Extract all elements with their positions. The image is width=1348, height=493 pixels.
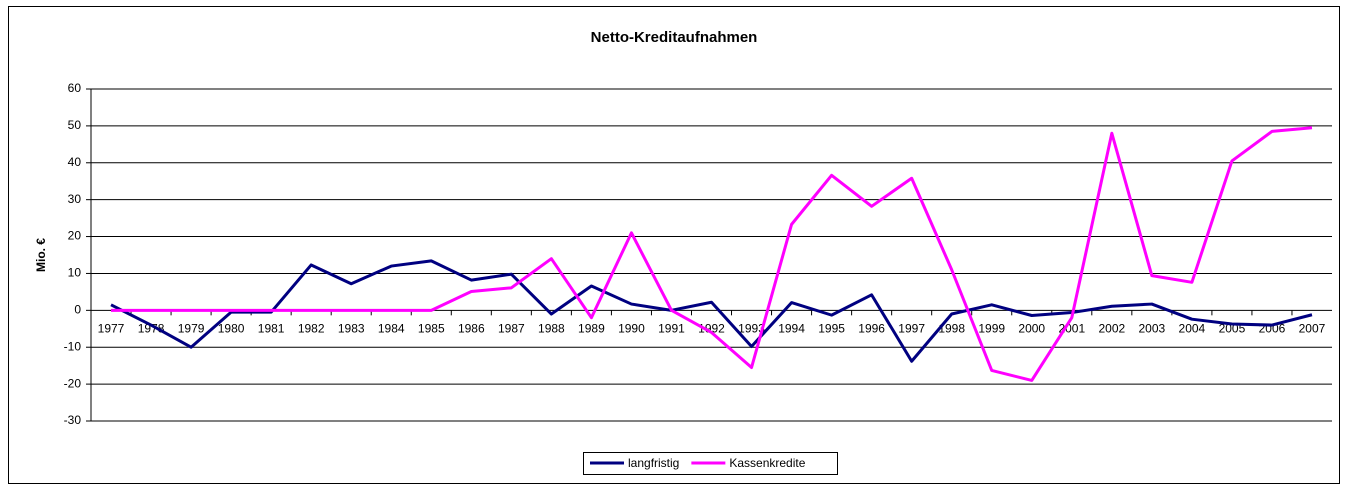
x-tick-label: 2001 — [1058, 322, 1085, 336]
y-axis-title: Mio. € — [34, 238, 48, 272]
x-tick-label: 1991 — [658, 322, 685, 336]
y-tick-label: -20 — [64, 376, 82, 390]
x-tick-label: 1980 — [218, 322, 245, 336]
x-tick-label: 1977 — [98, 322, 125, 336]
x-tick-label: 1981 — [258, 322, 285, 336]
x-tick-label: 1990 — [618, 322, 645, 336]
x-tick-label: 1988 — [538, 322, 565, 336]
x-tick-label: 1983 — [338, 322, 365, 336]
x-tick-label: 1982 — [298, 322, 325, 336]
x-tick-label: 1998 — [938, 322, 965, 336]
y-tick-label: 40 — [68, 155, 82, 169]
x-tick-label: 1994 — [778, 322, 805, 336]
y-tick-label: 30 — [68, 192, 82, 206]
y-tick-label: 60 — [68, 81, 82, 95]
x-tick-label: 2002 — [1098, 322, 1125, 336]
y-tick-label: 20 — [68, 229, 82, 243]
x-tick-label: 1979 — [178, 322, 205, 336]
x-tick-label: 1989 — [578, 322, 605, 336]
y-tick-label: 0 — [74, 303, 81, 317]
x-tick-label: 1995 — [818, 322, 845, 336]
y-tick-label: -30 — [64, 413, 82, 427]
x-tick-label: 2007 — [1299, 322, 1326, 336]
x-tick-label: 1978 — [138, 322, 165, 336]
x-tick-label: 1987 — [498, 322, 525, 336]
x-tick-label: 2004 — [1179, 322, 1206, 336]
x-tick-label: 1999 — [978, 322, 1005, 336]
y-tick-label: -10 — [64, 339, 82, 353]
legend-label: langfristig — [628, 456, 679, 470]
x-tick-label: 1986 — [458, 322, 485, 336]
chart-title: Netto-Kreditaufnahmen — [591, 29, 758, 46]
x-tick-label: 2000 — [1018, 322, 1045, 336]
y-tick-label: 50 — [68, 118, 82, 132]
x-tick-label: 1996 — [858, 322, 885, 336]
x-tick-label: 1992 — [698, 322, 725, 336]
x-tick-label: 1997 — [898, 322, 925, 336]
legend-label: Kassenkredite — [729, 456, 805, 470]
x-tick-label: 1993 — [738, 322, 765, 336]
x-tick-label: 2003 — [1139, 322, 1166, 336]
series-line — [110, 259, 1313, 363]
series-line — [111, 126, 1313, 382]
x-tick-label: 1984 — [378, 322, 405, 336]
chart-border — [8, 6, 1340, 484]
y-tick-label: 10 — [68, 266, 82, 280]
x-tick-label: 1985 — [418, 322, 445, 336]
